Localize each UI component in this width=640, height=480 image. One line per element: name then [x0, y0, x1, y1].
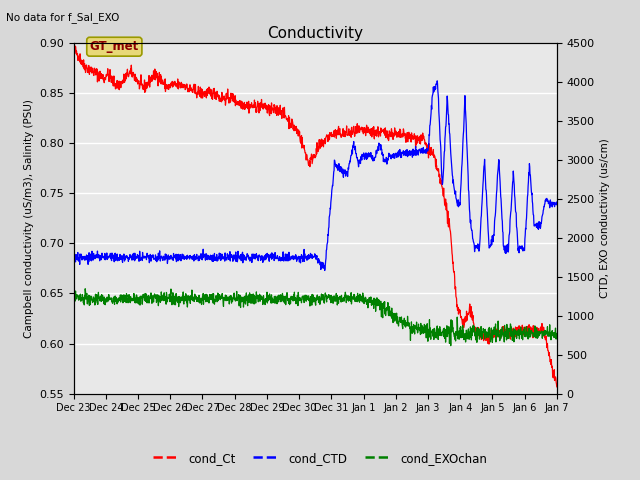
- Y-axis label: CTD, EXO conductivity (us/cm): CTD, EXO conductivity (us/cm): [600, 139, 610, 298]
- Text: GT_met: GT_met: [90, 40, 139, 53]
- Text: No data for f_Sal_EXO: No data for f_Sal_EXO: [6, 12, 120, 23]
- Y-axis label: Campbell conductivity (uS/m3), Salinity (PSU): Campbell conductivity (uS/m3), Salinity …: [24, 99, 33, 338]
- Title: Conductivity: Conductivity: [268, 25, 364, 41]
- Legend: cond_Ct, cond_CTD, cond_EXOchan: cond_Ct, cond_CTD, cond_EXOchan: [148, 447, 492, 469]
